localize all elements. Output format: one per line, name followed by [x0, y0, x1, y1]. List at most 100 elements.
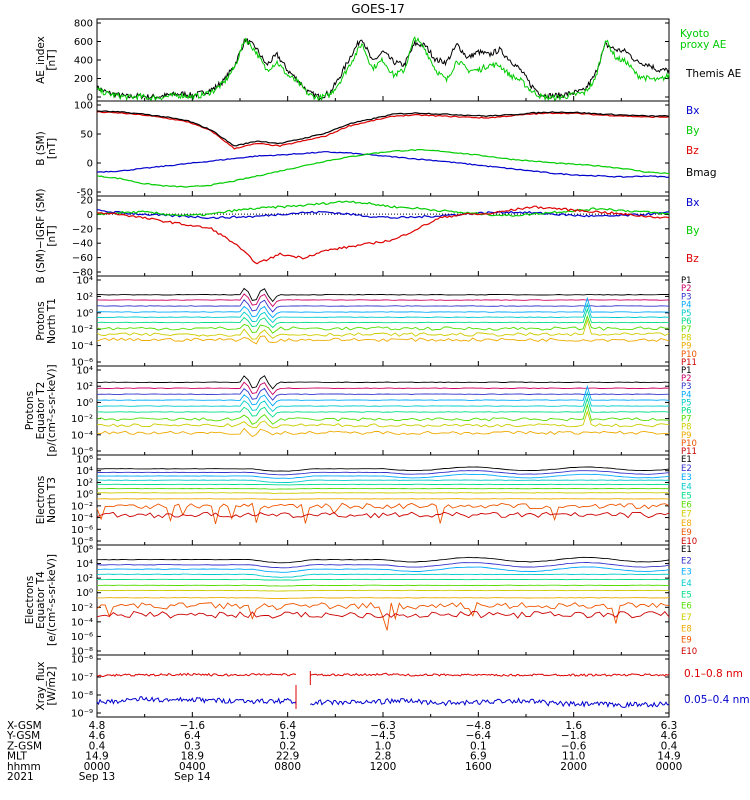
ephemeris-value: −4.5: [370, 730, 396, 742]
y-tick-label: 10²: [76, 478, 93, 489]
ephemeris-row-label: X-GSM: [7, 720, 42, 732]
y-axis-label: North T1: [46, 298, 58, 344]
channel-line-e9: [96, 601, 670, 631]
y-tick-label: 800: [74, 19, 93, 30]
panel-frame: [96, 544, 670, 656]
y-tick-label: 10²: [76, 574, 93, 585]
y-tick-label: 200: [74, 74, 93, 85]
y-tick-label: 0: [87, 93, 93, 104]
channel-label-e7: E7: [681, 613, 692, 623]
y-tick-label: 10²: [76, 382, 93, 393]
y-tick-label: 10⁻⁴: [71, 341, 93, 352]
y-tick-label: 10⁻²: [71, 325, 93, 336]
channel-line-p6: [96, 397, 670, 418]
series-line-0-05-0-4-nm: [96, 696, 670, 709]
ephemeris-value: 0.4: [89, 740, 106, 752]
y-tick-label: 10⁻⁸: [71, 537, 93, 548]
channel-line-e3: [96, 566, 670, 573]
series-line-bmag: [96, 110, 670, 147]
channel-line-p3: [97, 299, 670, 313]
ephemeris-value: −6.4: [466, 730, 492, 742]
y-tick-label: 10⁴: [76, 466, 93, 477]
ephemeris-value: 1.0: [375, 740, 392, 752]
ephemeris-value: 6.9: [470, 751, 487, 763]
channel-label-p8: P8: [681, 333, 692, 343]
channel-line-e9: [96, 502, 670, 525]
y-tick-label: 10⁻²: [71, 501, 93, 512]
y-tick-label: 100: [74, 101, 93, 112]
channel-line-e4: [96, 573, 670, 578]
channel-label-p5: P5: [681, 398, 692, 408]
channel-label-p2: P2: [681, 374, 692, 384]
y-tick-label: 10⁻⁶: [71, 447, 93, 458]
channel-label-p7: P7: [681, 325, 692, 335]
y-axis-label: Xray_flux: [35, 662, 47, 711]
panel-ae: 800 600 400 200 0 AE_index [nT] Themis AE Kyotop…: [35, 18, 741, 104]
ephemeris-value: 2000: [560, 761, 587, 773]
ephemeris-value: 2.8: [375, 751, 392, 763]
ephemeris-value: 11.0: [562, 751, 585, 763]
y-tick-label: 10⁻⁶: [71, 655, 93, 666]
ephemeris-value: 1.6: [565, 720, 582, 732]
ephemeris-value: 18.9: [181, 751, 204, 763]
series-line-bz: [96, 110, 670, 150]
ephemeris-row-label: Y-GSM: [6, 730, 40, 742]
channel-label-p1: P1: [681, 366, 692, 376]
channel-label-e10: E10: [681, 537, 697, 547]
channel-line-e1: [97, 556, 670, 564]
ephemeris-value: −0.6: [561, 740, 587, 752]
y-axis-label: B (SM): [35, 131, 47, 165]
channel-label-e5: E5: [681, 491, 692, 501]
channel-label-p2: P2: [681, 284, 692, 294]
channel-label-p6: P6: [681, 407, 692, 417]
channel-line-p9: [96, 335, 670, 345]
channel-label-p3: P3: [681, 382, 692, 392]
channel-line-e7: [97, 492, 670, 494]
channel-line-e10: [96, 610, 670, 619]
channel-label-p1: P1: [681, 276, 692, 286]
ephemeris-value: 6.3: [661, 720, 678, 732]
y-axis-label: Electrons: [24, 576, 36, 625]
legend-themis-ae: Themis AE: [685, 68, 741, 80]
channel-line-e6: [96, 487, 670, 490]
panel-xray: 10⁻⁶ 10⁻⁷ 10⁻⁸ 10⁻⁹ Xray_flux [W/m2] 0.1–0.8 n…: [35, 654, 750, 720]
ephemeris-value: 4.6: [661, 730, 678, 742]
y-tick-label: 10⁻⁴: [71, 617, 93, 628]
ephemeris-value: 4.6: [89, 730, 106, 742]
series-line-bx: [96, 151, 670, 179]
series-line-bz: [96, 205, 670, 265]
series-line-by: [96, 200, 670, 217]
channel-label-p9: P9: [681, 431, 692, 441]
y-tick-label: 0: [87, 210, 93, 221]
channel-line-p4: [96, 384, 670, 407]
series-line-bx: [97, 209, 670, 220]
y-tick-label: 10⁰: [76, 588, 93, 599]
ephemeris-value: 0.2: [279, 740, 296, 752]
channel-label-p4: P4: [681, 390, 692, 400]
y-tick-label: 10⁶: [76, 545, 93, 556]
channel-label-e4: E4: [681, 579, 692, 589]
channel-label-e9: E9: [681, 636, 692, 646]
ephemeris-value: 1200: [370, 761, 397, 773]
channel-label-e6: E6: [681, 501, 692, 511]
channel-label-e9: E9: [681, 528, 692, 538]
ephemeris-row-label: MLT: [7, 751, 27, 763]
y-tick-label: 10⁻⁹: [71, 709, 93, 720]
channel-label-e8: E8: [681, 519, 692, 529]
panel-bsm: 100 50 0 -50 B (SM) [nT] Bx By Bz Bmag: [35, 100, 717, 199]
series-line-themis-ae: [96, 38, 670, 101]
ephemeris-value: 0.1: [470, 740, 487, 752]
ephemeris-value: −6.3: [370, 720, 396, 732]
channel-label-e5: E5: [681, 590, 692, 600]
y-axis-label: [e/(cm²-s-sr-keV)]: [46, 554, 58, 646]
y-tick-label: 10⁻⁴: [71, 513, 93, 524]
y-axis-label: Equator T4: [35, 571, 47, 629]
channel-label-e4: E4: [681, 482, 692, 492]
channel-label-e10: E10: [681, 647, 697, 657]
ephemeris-value: −4.8: [466, 720, 492, 732]
channel-line-e8: [97, 597, 670, 600]
y-axis-label: Protons: [24, 391, 36, 430]
y-axis-label: Electrons: [35, 476, 47, 525]
channel-label-e6: E6: [681, 602, 692, 612]
